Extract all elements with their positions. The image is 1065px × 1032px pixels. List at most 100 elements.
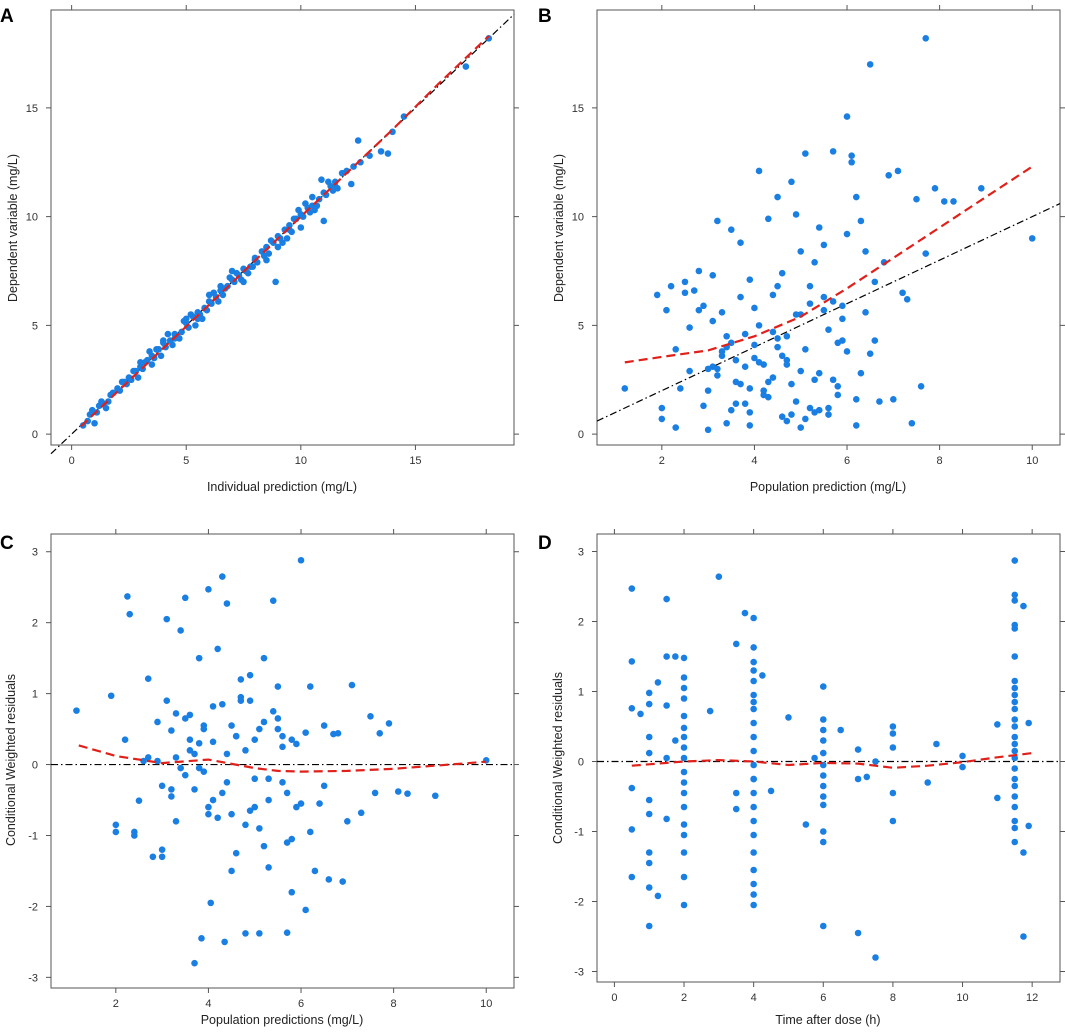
data-point <box>834 382 842 390</box>
data-point <box>797 248 805 255</box>
data-point <box>1011 723 1019 730</box>
data-point <box>223 750 231 758</box>
data-point <box>158 846 166 853</box>
data-point <box>1011 705 1019 713</box>
data-point <box>195 654 203 662</box>
data-point <box>723 419 730 427</box>
data-point <box>260 842 268 850</box>
data-point <box>297 556 305 564</box>
data-point <box>815 224 823 231</box>
data-point <box>1011 740 1019 748</box>
data-point <box>209 796 217 804</box>
panel-c: C 2 4 6 8 10 -3 -2 -1 0 1 2 3 Population prediction… <box>0 529 519 1027</box>
data-point <box>195 739 203 747</box>
data-point <box>862 309 869 316</box>
data-point <box>148 361 156 368</box>
data-point <box>680 695 688 702</box>
y-tick-label: 15 <box>26 103 38 115</box>
data-point <box>783 417 791 425</box>
data-point <box>1025 822 1032 830</box>
data-point <box>279 732 286 740</box>
x-tick-label: 6 <box>844 455 850 467</box>
data-point <box>819 683 827 690</box>
panel-d-plot-frame <box>596 533 1061 983</box>
data-point <box>681 278 689 286</box>
data-point <box>237 676 245 683</box>
panel-a: A 0 5 10 15 0 5 10 15 Individual prediction (mg… <box>0 5 519 494</box>
data-point <box>994 794 1001 802</box>
x-tick-label: 10 <box>956 992 968 1004</box>
y-tick-label: 3 <box>578 547 584 559</box>
data-point <box>819 772 827 779</box>
data-point <box>819 838 827 846</box>
data-point <box>680 754 688 762</box>
data-point <box>680 654 688 662</box>
data-point <box>718 348 726 355</box>
data-point <box>819 737 827 744</box>
x-tick-label: 8 <box>937 455 943 467</box>
data-point <box>288 835 296 843</box>
data-point <box>759 672 766 679</box>
data-point <box>750 880 757 888</box>
data-point <box>854 746 862 753</box>
data-point <box>820 241 828 249</box>
data-point <box>933 740 940 748</box>
data-point <box>792 211 800 218</box>
data-point <box>750 901 757 909</box>
data-point <box>778 413 786 421</box>
panel-c-letter: C <box>0 533 14 554</box>
data-point <box>246 697 254 705</box>
data-point <box>219 291 227 299</box>
data-point <box>663 653 670 660</box>
data-point <box>709 317 717 325</box>
y-tick-label: 0 <box>32 760 38 772</box>
data-point <box>751 354 758 362</box>
data-point <box>788 411 795 418</box>
data-point <box>922 34 930 42</box>
data-point <box>686 367 693 375</box>
data-point <box>746 276 754 284</box>
data-point <box>320 782 328 790</box>
data-point <box>680 674 688 681</box>
data-point <box>889 789 897 797</box>
data-point <box>890 396 897 403</box>
data-point <box>774 282 781 290</box>
y-tick-label: 2 <box>578 617 584 629</box>
data-point <box>265 864 272 871</box>
panel-a-x-axis-label: Individual prediction (mg/L) <box>207 480 357 494</box>
data-point <box>750 644 757 651</box>
data-point <box>209 703 217 710</box>
data-point <box>750 691 757 699</box>
data-point <box>750 866 757 874</box>
data-point <box>876 398 883 405</box>
x-tick-label: 0 <box>611 992 617 1004</box>
data-point <box>232 849 240 857</box>
data-point <box>628 826 636 833</box>
data-point <box>628 705 636 712</box>
data-point <box>746 422 754 429</box>
data-point <box>862 248 869 255</box>
data-point <box>246 807 254 814</box>
data-point <box>950 198 957 205</box>
data-point <box>251 736 259 744</box>
data-point <box>750 747 757 755</box>
data-point <box>680 779 688 786</box>
data-point <box>1011 597 1019 604</box>
data-point <box>704 426 712 434</box>
data-point <box>186 736 194 744</box>
x-tick-label: 8 <box>890 992 896 1004</box>
data-point <box>931 185 939 192</box>
data-point <box>872 758 879 765</box>
data-point <box>331 182 339 190</box>
panel-b-ticks: 2 4 6 8 10 0 5 10 15 <box>572 5 1065 467</box>
data-point <box>732 400 740 407</box>
data-point <box>371 789 379 797</box>
data-point <box>672 346 680 353</box>
data-point <box>1011 591 1019 599</box>
data-point <box>299 213 307 220</box>
data-point <box>302 729 309 736</box>
data-point <box>1011 677 1019 685</box>
data-point <box>226 274 234 281</box>
data-point <box>715 573 723 580</box>
data-point <box>872 954 879 961</box>
